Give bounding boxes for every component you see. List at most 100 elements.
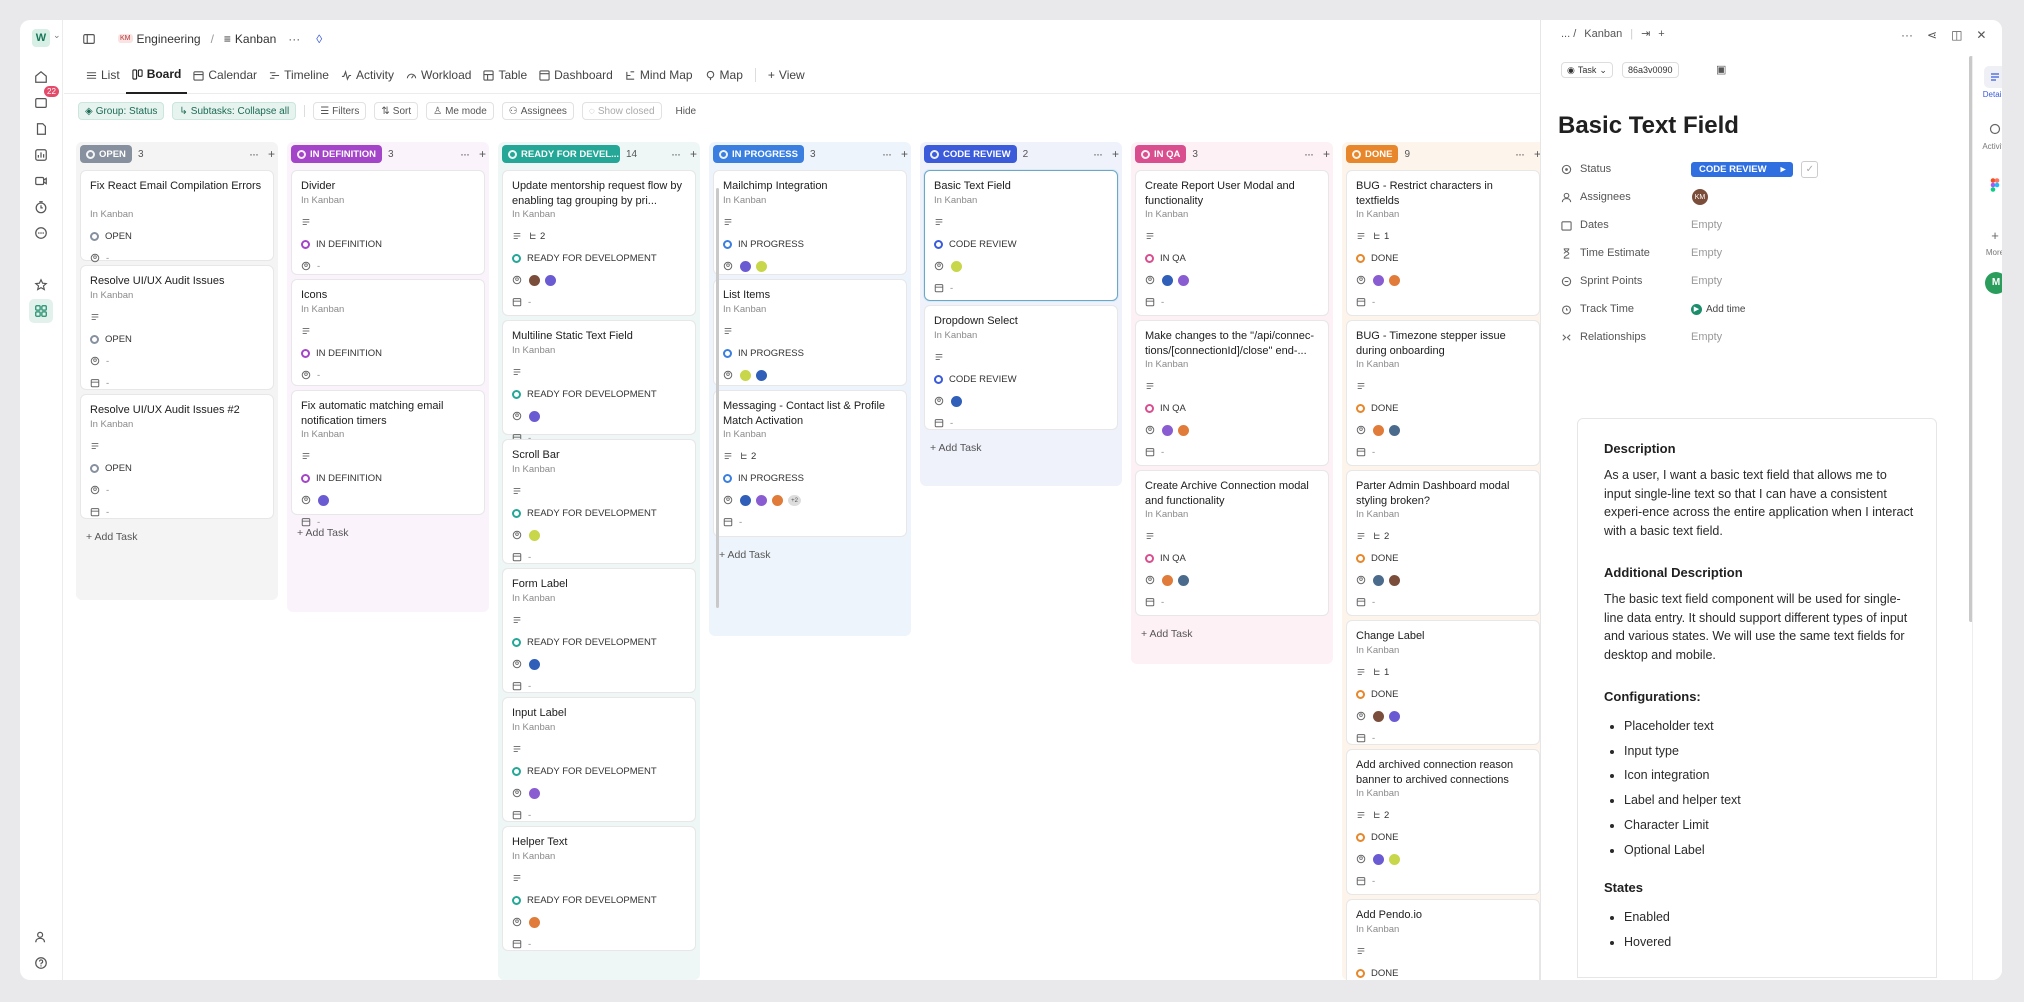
assignee-row[interactable] <box>1356 423 1401 437</box>
assignee-avatar[interactable] <box>1177 573 1190 587</box>
docs-icon[interactable] <box>29 117 53 141</box>
sync-drop-icon[interactable]: ◊ <box>316 31 323 46</box>
assignee-avatar[interactable] <box>1388 273 1401 287</box>
assignee-row[interactable] <box>512 273 557 287</box>
sprint-points-value[interactable]: Empty <box>1691 275 1723 287</box>
assignee-row[interactable] <box>512 915 541 929</box>
assignee-row[interactable] <box>1356 709 1401 723</box>
assignee-row[interactable] <box>301 493 330 507</box>
assignee-avatar[interactable] <box>1388 423 1401 437</box>
assignee-row[interactable] <box>1145 573 1190 587</box>
help-icon[interactable] <box>29 951 53 975</box>
tab-board[interactable]: Board <box>125 57 188 94</box>
add-task-button[interactable]: + Add Task <box>719 549 770 561</box>
assignee-row[interactable] <box>934 259 963 273</box>
add-icon[interactable]: + <box>478 147 486 161</box>
assignee-avatar[interactable] <box>544 273 557 287</box>
status-pill[interactable]: IN QA <box>1135 145 1187 163</box>
task-card[interactable]: Parter Admin Dashboard modal styling bro… <box>1346 470 1540 616</box>
task-card[interactable]: Scroll Bar In Kanban READY FOR DEVELOPMENT… <box>502 439 696 564</box>
more-icon[interactable] <box>29 221 53 245</box>
assignee-avatar[interactable] <box>950 259 963 273</box>
status-pill[interactable]: READY FOR DEVEL... <box>502 145 620 163</box>
assignee-row[interactable] <box>512 409 541 423</box>
assignee-row[interactable] <box>1356 273 1401 287</box>
task-card[interactable]: Fix React Email Compilation Errors In Kan… <box>80 170 274 286</box>
task-card[interactable]: Add archived connection reason banner to… <box>1346 749 1540 895</box>
date-row[interactable]: - <box>301 516 320 528</box>
assignee-row[interactable]: - <box>90 252 109 264</box>
task-card[interactable]: Create Archive Connection modal and func… <box>1135 470 1329 616</box>
filters-button[interactable]: ☰ Filters <box>313 102 367 120</box>
more-horizontal-icon[interactable]: ··· <box>459 147 470 161</box>
assignee-row[interactable]: - <box>301 369 320 381</box>
dashboards-icon[interactable] <box>29 143 53 167</box>
status-pill[interactable]: IN DEFINITION <box>291 145 382 163</box>
date-row[interactable]: - <box>512 551 531 563</box>
relationships-value[interactable]: Empty <box>1691 331 1723 343</box>
add-icon[interactable]: + <box>1533 147 1541 161</box>
hide-button[interactable]: Hide <box>670 102 703 120</box>
task-card[interactable]: Basic Text Field In Kanban CODE REVIEW - <box>924 170 1118 301</box>
task-card[interactable]: Input Label In Kanban READY FOR DEVELOPMEN… <box>502 697 696 822</box>
assignee-avatar[interactable]: KM <box>1691 188 1709 206</box>
tab-list[interactable]: List <box>80 57 126 94</box>
more-horizontal-icon[interactable]: ··· <box>1514 147 1525 161</box>
assignee-avatar[interactable] <box>950 394 963 408</box>
chevron-down-icon[interactable]: ⌄ <box>53 30 61 40</box>
assignee-avatar[interactable] <box>528 915 541 929</box>
home-icon[interactable] <box>29 65 53 89</box>
date-row[interactable]: - <box>512 296 531 308</box>
more-horizontal-icon[interactable]: ··· <box>881 147 892 161</box>
task-card[interactable]: Form Label In Kanban READY FOR DEVELOPMENT… <box>502 568 696 693</box>
layout-icon[interactable]: ◫ <box>1951 28 1963 42</box>
task-card[interactable]: Make changes to the "/api/connec-tions/[… <box>1135 320 1329 466</box>
assignee-avatar[interactable] <box>528 409 541 423</box>
task-card[interactable]: Update mentorship request flow by enabli… <box>502 170 696 316</box>
add-icon[interactable]: + <box>900 147 908 161</box>
task-card[interactable]: Change Label In Kanban 1 DONE - <box>1346 620 1540 745</box>
assignee-row[interactable]: - <box>301 260 320 272</box>
assignee-row[interactable]: +2 <box>723 493 802 507</box>
assignee-avatar[interactable] <box>317 493 330 507</box>
activity-tab[interactable]: Activity <box>1973 118 2002 151</box>
status-pill[interactable]: IN PROGRESS <box>713 145 804 163</box>
tab-calendar[interactable]: Calendar <box>187 57 263 94</box>
status-button[interactable]: CODE REVIEW ▸ <box>1691 161 1794 177</box>
date-row[interactable]: - <box>1145 446 1164 458</box>
assignee-avatar[interactable] <box>739 493 752 507</box>
subtasks-chip[interactable]: ↳ Subtasks: Collapse all <box>172 102 297 120</box>
assignee-avatar[interactable] <box>1388 709 1401 723</box>
assignee-avatar[interactable] <box>1372 273 1385 287</box>
date-row[interactable]: - <box>723 516 742 528</box>
assignee-avatar[interactable] <box>528 657 541 671</box>
date-row[interactable]: - <box>90 506 109 518</box>
favorites-star-icon[interactable] <box>29 273 53 297</box>
task-card[interactable]: Resolve UI/UX Audit Issues In Kanban OPEN -… <box>80 265 274 390</box>
sort-button[interactable]: ⇅ Sort <box>374 102 419 120</box>
assignee-row[interactable] <box>512 786 541 800</box>
assignee-avatar[interactable] <box>755 259 768 273</box>
date-row[interactable]: - <box>934 417 953 429</box>
date-row[interactable]: - <box>512 809 531 821</box>
inbox-icon[interactable]: 22 <box>29 86 59 115</box>
assignee-avatar[interactable] <box>1161 423 1174 437</box>
date-row[interactable]: - <box>1356 596 1375 608</box>
assignee-avatar[interactable] <box>1161 573 1174 587</box>
tab-mind-map[interactable]: Mind Map <box>619 57 699 94</box>
panel-scrollbar[interactable] <box>1969 56 1973 622</box>
more-tab[interactable]: + More <box>1973 224 2002 258</box>
time-estimate-value[interactable]: Empty <box>1691 247 1723 259</box>
add-icon[interactable]: + <box>1322 147 1330 161</box>
assignee-row[interactable] <box>512 657 541 671</box>
column-scrollbar[interactable] <box>716 188 719 608</box>
me-mode-button[interactable]: ♙ Me mode <box>426 102 494 120</box>
date-row[interactable]: - <box>1356 732 1375 744</box>
task-card[interactable]: BUG - Timezone stepper issue during onbo… <box>1346 320 1540 466</box>
date-row[interactable]: - <box>934 282 953 294</box>
date-row[interactable]: - <box>1145 596 1164 608</box>
assignee-avatar[interactable] <box>1388 573 1401 587</box>
